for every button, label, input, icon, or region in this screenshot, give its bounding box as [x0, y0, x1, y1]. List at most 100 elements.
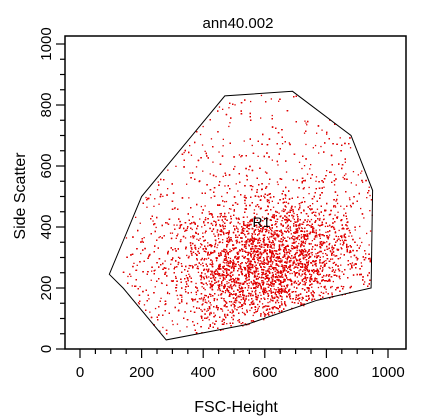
data-point — [323, 186, 325, 188]
data-point — [318, 152, 320, 154]
data-point — [190, 291, 192, 294]
data-point — [255, 228, 257, 231]
data-point — [300, 253, 302, 255]
data-point — [320, 285, 322, 288]
data-point — [215, 260, 218, 262]
data-point — [201, 286, 203, 288]
data-point — [331, 245, 333, 247]
data-point — [179, 226, 181, 228]
data-point — [177, 298, 179, 300]
data-point — [251, 248, 254, 250]
data-point — [284, 288, 286, 291]
data-point — [125, 237, 128, 239]
data-point — [301, 263, 304, 265]
data-point — [317, 269, 319, 271]
data-point — [253, 257, 255, 259]
data-point — [248, 282, 250, 284]
data-point — [301, 299, 303, 301]
data-point — [290, 247, 293, 249]
data-point — [209, 312, 211, 314]
data-point — [281, 302, 283, 305]
data-point — [345, 239, 347, 242]
data-point — [215, 175, 217, 178]
data-point — [306, 124, 308, 126]
data-point — [254, 253, 257, 255]
data-point — [342, 176, 344, 179]
data-point — [291, 242, 293, 244]
data-point — [268, 294, 270, 297]
data-point — [199, 218, 201, 220]
data-point — [293, 260, 295, 262]
data-point — [300, 234, 303, 236]
data-point — [237, 217, 240, 219]
data-point — [260, 224, 263, 227]
data-point — [333, 206, 335, 208]
data-point — [228, 125, 230, 128]
plot-area: R1 — [64, 35, 407, 350]
data-point — [267, 260, 269, 262]
data-point — [296, 266, 298, 268]
data-point — [204, 232, 206, 234]
data-point — [286, 262, 288, 264]
data-point — [260, 262, 262, 265]
data-point — [325, 291, 327, 293]
data-point — [211, 273, 213, 275]
data-point — [249, 309, 251, 312]
data-point — [295, 232, 297, 234]
data-point — [320, 291, 322, 293]
data-point — [276, 181, 279, 183]
data-point — [268, 183, 270, 185]
data-point — [331, 292, 333, 294]
data-point — [195, 293, 198, 296]
data-point — [221, 310, 224, 312]
data-point — [366, 197, 368, 199]
data-point — [266, 270, 268, 272]
data-point — [280, 249, 282, 251]
data-point — [244, 228, 246, 230]
data-point — [189, 172, 191, 174]
data-point — [186, 326, 188, 328]
data-point — [200, 243, 202, 245]
data-point — [235, 183, 237, 185]
data-point — [297, 280, 299, 282]
data-point — [355, 184, 357, 186]
data-point — [330, 251, 332, 253]
data-point — [266, 236, 269, 238]
data-point — [257, 262, 259, 264]
data-point — [149, 194, 152, 196]
data-point — [206, 284, 208, 286]
data-point — [270, 229, 273, 232]
data-point — [314, 248, 316, 250]
data-point — [139, 286, 141, 288]
data-point — [241, 269, 243, 271]
data-point — [268, 230, 270, 232]
data-point — [236, 239, 238, 241]
data-point — [202, 125, 204, 128]
data-point — [329, 213, 332, 215]
data-point — [248, 299, 250, 301]
data-point — [164, 303, 166, 306]
data-point — [369, 257, 371, 259]
data-point — [188, 267, 190, 269]
data-point — [293, 262, 296, 264]
data-point — [276, 221, 278, 223]
data-point — [299, 266, 302, 268]
data-point — [239, 223, 241, 225]
data-point — [217, 244, 219, 246]
data-point — [332, 225, 334, 228]
data-point — [310, 164, 312, 166]
data-point — [268, 225, 270, 227]
data-point — [302, 197, 305, 199]
data-point — [192, 306, 195, 308]
data-point — [278, 274, 280, 277]
data-point — [301, 279, 303, 281]
data-point — [271, 114, 273, 117]
data-point — [271, 263, 274, 265]
data-point — [189, 145, 191, 147]
data-point — [224, 262, 226, 264]
data-point — [207, 296, 209, 299]
data-point — [203, 222, 205, 224]
data-point — [183, 151, 185, 154]
data-point — [252, 252, 254, 254]
data-point — [235, 225, 237, 227]
